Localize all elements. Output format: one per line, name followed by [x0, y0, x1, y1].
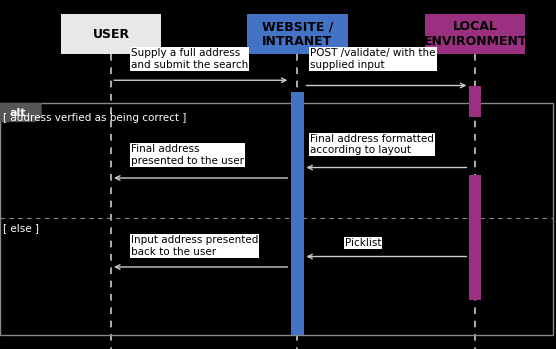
Bar [425, 14, 525, 54]
Text: Final address
presented to the user: Final address presented to the user [131, 144, 244, 166]
Text: Picklist: Picklist [345, 238, 381, 248]
Text: WEBSITE /
INTRANET: WEBSITE / INTRANET [262, 20, 333, 48]
Bar [469, 174, 481, 300]
Bar [61, 14, 161, 54]
Text: alt: alt [9, 107, 26, 118]
Bar [0, 103, 553, 335]
Text: Supply a full address
and submit the search: Supply a full address and submit the sea… [131, 48, 248, 70]
Text: Final address formatted
according to layout: Final address formatted according to lay… [310, 134, 434, 155]
Text: POST /validate/ with the
supplied input: POST /validate/ with the supplied input [310, 48, 436, 70]
Text: USER: USER [93, 28, 130, 40]
Text: [ else ]: [ else ] [3, 223, 39, 233]
Bar [291, 92, 304, 335]
Bar [247, 14, 348, 54]
Polygon shape [0, 103, 42, 122]
Text: Input address presented
back to the user: Input address presented back to the user [131, 235, 258, 257]
Text: [ address verfied as being correct ]: [ address verfied as being correct ] [3, 113, 186, 124]
Text: LOCAL
ENVIRONMENT: LOCAL ENVIRONMENT [424, 20, 527, 48]
Bar [469, 86, 481, 117]
